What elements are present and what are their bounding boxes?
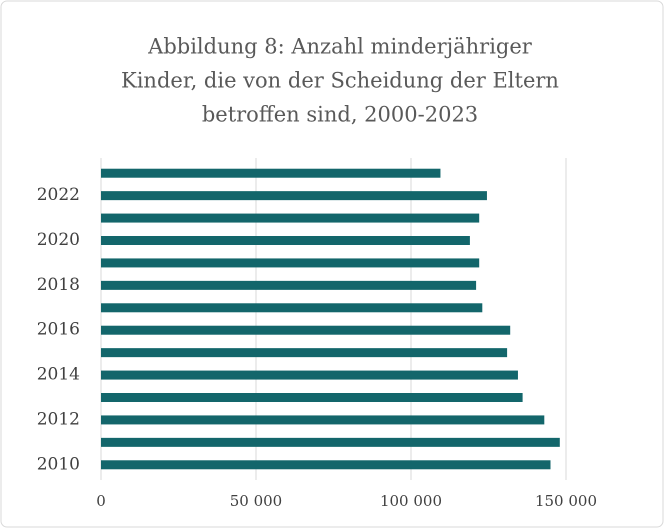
bar [101, 460, 551, 470]
bar [101, 393, 523, 402]
bar [101, 213, 480, 223]
bar [101, 370, 518, 380]
y-tick-label: 2018 [37, 275, 80, 295]
bar [101, 168, 441, 178]
y-tick-label: 2012 [37, 409, 80, 429]
bar [101, 303, 483, 313]
x-tick-label: 100 000 [380, 492, 442, 510]
bar [101, 325, 511, 335]
bar [101, 258, 480, 268]
bar [101, 280, 477, 290]
bar [101, 415, 545, 425]
bar [101, 191, 487, 201]
chart-title: betroffen sind, 2000-2023 [202, 103, 478, 127]
bar [101, 348, 508, 358]
chart-title: Kinder, die von der Scheidung der Eltern [121, 69, 559, 93]
x-tick-label: 150 000 [535, 492, 597, 510]
chart-title: Abbildung 8: Anzahl minderjähriger [147, 35, 533, 59]
y-tick-label: 2022 [37, 185, 80, 205]
x-tick-label: 50 000 [230, 492, 283, 510]
bar [101, 236, 470, 245]
x-tick-label: 0 [96, 492, 106, 510]
y-tick-label: 2014 [37, 365, 80, 385]
y-tick-label: 2016 [37, 320, 80, 340]
y-tick-label: 2020 [37, 230, 80, 250]
y-tick-label: 2010 [37, 454, 80, 474]
bar [101, 437, 560, 447]
